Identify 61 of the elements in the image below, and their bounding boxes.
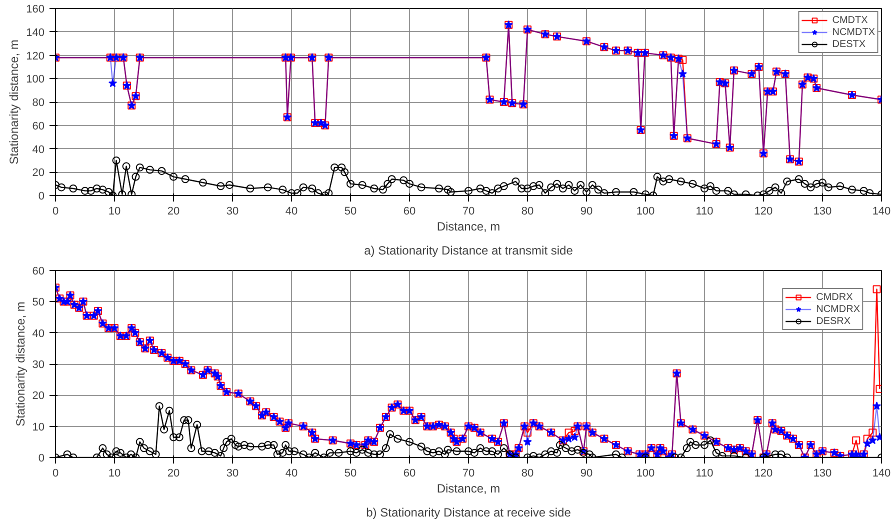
x-tick-label: 90 — [580, 206, 593, 218]
x-axis-title: Distance, m — [436, 220, 500, 234]
x-tick-label: 50 — [344, 468, 357, 480]
y-tick-label: 80 — [32, 97, 45, 109]
text: b) Stationarity Distance at receive side — [366, 506, 572, 520]
x-tick-label: 30 — [226, 206, 239, 218]
y-tick-label: 0 — [38, 190, 45, 202]
point — [678, 56, 687, 64]
legend-label: NCMDTX — [832, 26, 875, 38]
x-tick-label: 110 — [696, 468, 714, 480]
x-tick-label: 60 — [403, 206, 416, 218]
x-tick-label: 130 — [813, 206, 832, 218]
y-tick-label: 160 — [26, 4, 45, 16]
x-tick-label: 90 — [580, 468, 593, 480]
x-tick-label: 70 — [462, 206, 475, 218]
x-tick-label: 110 — [696, 206, 714, 218]
legend-label: DESRX — [816, 315, 851, 327]
x-tick-label: 20 — [167, 206, 180, 218]
legend-label: CMDRX — [816, 291, 853, 303]
x-tick-label: 80 — [521, 468, 534, 480]
x-tick-label: 70 — [462, 468, 475, 480]
y-axis-title: Stationarity distance, m — [13, 302, 28, 426]
y-tick-label: 20 — [32, 167, 45, 180]
x-tick-label: 120 — [754, 468, 773, 480]
x-tick-label: 10 — [108, 206, 121, 218]
x-tick-label: 0 — [52, 206, 59, 218]
x-tick-label: 130 — [813, 468, 832, 480]
x-tick-label: 100 — [636, 206, 655, 218]
legend-label: NCMDRX — [816, 303, 860, 315]
legend-label: CMDTX — [832, 14, 868, 26]
x-tick-label: 140 — [872, 468, 891, 480]
x-tick-label: 30 — [226, 468, 239, 480]
x-tick-label: 40 — [285, 468, 298, 480]
y-tick-label: 10 — [32, 421, 45, 434]
x-tick-label: 120 — [754, 206, 773, 218]
y-tick-label: 50 — [32, 296, 45, 309]
y-tick-label: 40 — [32, 144, 45, 156]
point — [108, 78, 118, 88]
y-tick-label: 30 — [32, 359, 45, 371]
x-axis-title: Distance, m — [436, 482, 500, 496]
y-tick-label: 120 — [26, 50, 45, 62]
x-tick-label: 140 — [872, 206, 891, 218]
text: a) Stationarity Distance at transmit side — [364, 244, 574, 258]
y-tick-label: 140 — [26, 26, 45, 39]
x-tick-label: 40 — [285, 206, 298, 218]
y-tick-label: 40 — [32, 328, 45, 340]
y-tick-label: 100 — [26, 74, 45, 86]
x-tick-label: 60 — [403, 468, 416, 480]
x-tick-label: 20 — [167, 468, 180, 480]
y-tick-label: 60 — [32, 120, 45, 132]
y-tick-label: 0 — [38, 452, 45, 464]
point — [678, 69, 687, 78]
x-tick-label: 80 — [521, 206, 534, 218]
y-tick-label: 60 — [32, 266, 45, 278]
y-axis-title: Stationarity distance, m — [7, 40, 22, 164]
y-tick-label: 20 — [32, 390, 45, 402]
legend-label: DESTX — [832, 38, 866, 50]
x-tick-label: 0 — [52, 468, 59, 480]
x-tick-label: 100 — [636, 468, 655, 480]
x-tick-label: 50 — [344, 206, 357, 218]
x-tick-label: 10 — [108, 468, 121, 480]
